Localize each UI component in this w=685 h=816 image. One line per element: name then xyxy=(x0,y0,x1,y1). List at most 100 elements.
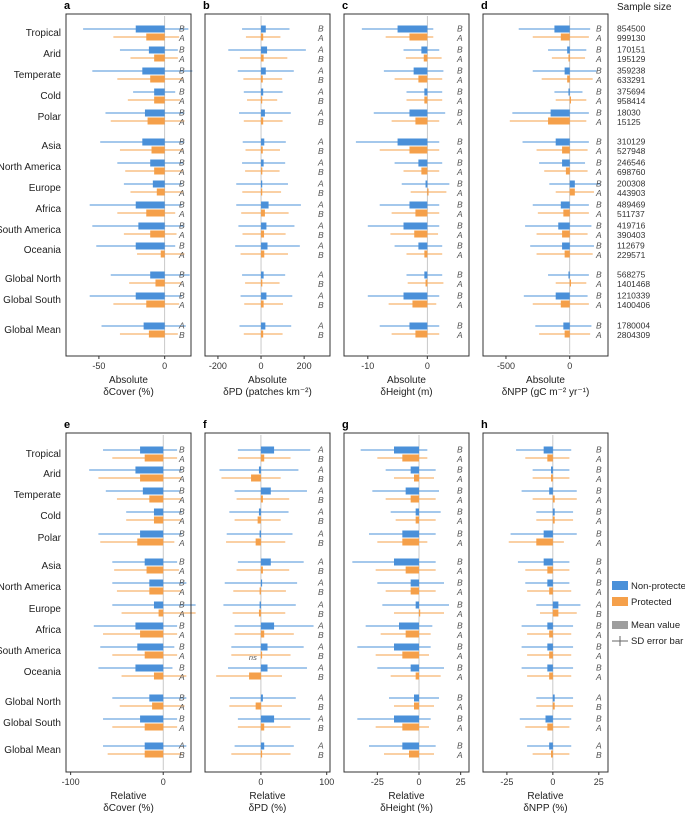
sig-letter: A xyxy=(178,538,185,548)
bar xyxy=(148,330,165,338)
sig-letter: B xyxy=(179,663,185,673)
bar xyxy=(552,702,555,710)
sig-letter: A xyxy=(595,495,602,505)
bar xyxy=(261,96,263,104)
bar xyxy=(255,702,261,710)
row-label-asia: Asia xyxy=(42,141,62,152)
sig-letter: A xyxy=(595,279,602,289)
sig-letter: A xyxy=(595,75,602,85)
sig-letter: A xyxy=(456,209,463,219)
bar xyxy=(414,230,428,238)
sig-letter: A xyxy=(456,538,463,548)
sig-letter: B xyxy=(457,642,463,652)
sig-letter: B xyxy=(318,279,324,289)
legend-protected-swatch xyxy=(612,597,628,606)
row-label-asia: Asia xyxy=(42,561,62,572)
bar xyxy=(150,159,165,167)
x-axis-label: δHeight (%) xyxy=(380,803,433,814)
bar xyxy=(261,300,264,308)
bar xyxy=(260,694,263,702)
sig-letter: A xyxy=(595,693,602,703)
sig-letter: A xyxy=(178,146,185,156)
bar xyxy=(547,622,553,630)
x-axis-label: δHeight (m) xyxy=(380,387,432,398)
sig-letter: A xyxy=(178,454,185,464)
sample-size-value: 246546 xyxy=(617,158,646,168)
sig-letter: A xyxy=(178,474,185,484)
sig-letter: B xyxy=(596,663,602,673)
sig-letter: B xyxy=(457,486,463,496)
bar xyxy=(397,138,428,146)
bar xyxy=(568,88,570,96)
sig-letter: B xyxy=(318,96,324,106)
sig-letter: A xyxy=(178,279,185,289)
axes-frame xyxy=(343,432,470,773)
sig-letter: B xyxy=(318,495,324,505)
bar xyxy=(412,300,428,308)
sig-letter: A xyxy=(317,33,324,43)
bar xyxy=(258,508,261,516)
sig-letter: A xyxy=(456,587,463,597)
sig-letter: A xyxy=(595,672,602,682)
sig-letter: B xyxy=(318,630,324,640)
row-label-oceania: Oceania xyxy=(24,667,62,678)
bar xyxy=(409,750,419,758)
bar xyxy=(394,446,419,454)
sample-size-value: 229571 xyxy=(617,250,646,260)
bar xyxy=(423,54,428,62)
bar xyxy=(564,330,570,338)
bar xyxy=(415,601,419,609)
sig-letter: A xyxy=(178,54,185,64)
bar xyxy=(135,466,164,474)
sig-letter: B xyxy=(596,714,602,724)
bar xyxy=(260,566,263,574)
bar xyxy=(261,209,265,217)
bar xyxy=(149,694,164,702)
bar xyxy=(409,33,428,41)
sig-letter: B xyxy=(457,179,463,189)
sig-letter: A xyxy=(456,672,463,682)
sig-letter: A xyxy=(317,158,324,168)
sig-letter: A xyxy=(595,188,602,198)
bar xyxy=(260,558,271,566)
bar xyxy=(260,495,263,503)
tick-label: 0 xyxy=(258,777,263,787)
sig-letter: B xyxy=(318,651,324,661)
bar xyxy=(549,651,553,659)
x-axis-label: δCover (%) xyxy=(103,803,154,814)
bar xyxy=(144,651,164,659)
sig-letter: A xyxy=(317,108,324,118)
sig-letter: B xyxy=(179,200,185,210)
sig-letter: B xyxy=(596,158,602,168)
bar xyxy=(563,322,570,330)
legend-mean-label: Mean value xyxy=(631,620,680,631)
tick-label: -500 xyxy=(497,361,515,371)
bar xyxy=(552,694,555,702)
x-axis-label: Relative xyxy=(249,791,286,802)
sig-letter: B xyxy=(457,200,463,210)
sig-letter: B xyxy=(179,529,185,539)
bar xyxy=(569,180,575,188)
sig-letter: A xyxy=(456,300,463,310)
bar xyxy=(415,508,419,516)
sig-letter: A xyxy=(317,578,324,588)
bar xyxy=(261,201,269,209)
bar xyxy=(564,67,570,75)
sig-letter: B xyxy=(596,291,602,301)
sig-letter: A xyxy=(178,209,185,219)
sig-letter: A xyxy=(178,300,185,310)
bar xyxy=(260,579,263,587)
sig-letter: B xyxy=(179,158,185,168)
sig-letter: A xyxy=(456,54,463,64)
bar xyxy=(560,300,570,308)
sample-size-header: Sample size xyxy=(617,2,672,13)
bar xyxy=(418,75,428,83)
legend: Non-protected Protected Mean value SD error… xyxy=(612,581,685,647)
bar xyxy=(135,25,165,33)
sig-letter: B xyxy=(318,672,324,682)
bar xyxy=(261,180,263,188)
bar xyxy=(409,109,428,117)
